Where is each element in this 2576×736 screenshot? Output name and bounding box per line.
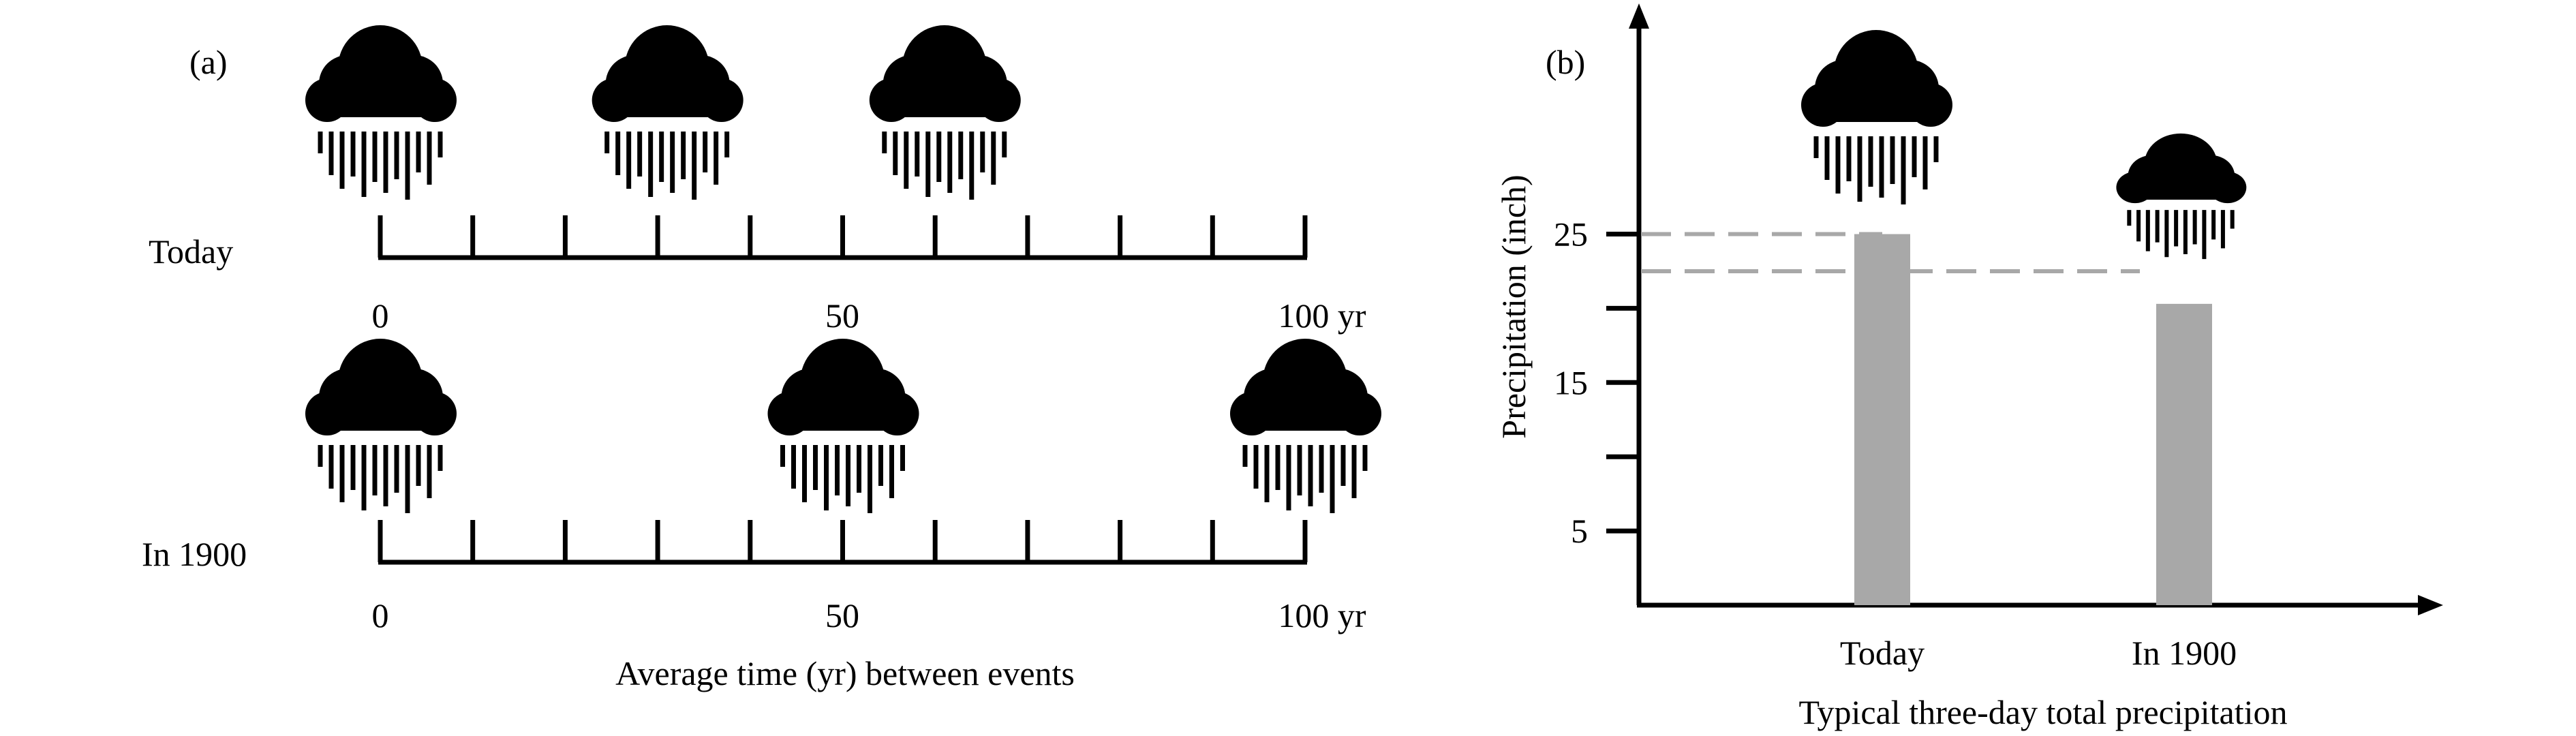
y-tick-label-25: 25 [1554,215,1588,254]
x-axis-arrow [2418,595,2443,615]
panel-b: (b) 5 15 25 Today In 1900 Precipitation (in… [1494,3,2443,731]
row-label-today: Today [149,232,233,271]
bar-in-1900 [2156,303,2212,605]
category-label-today: Today [1840,634,1925,672]
bar-today [1854,234,1910,605]
rain-cloud-icon [1801,30,1952,204]
panel-a-xlabel: Average time (yr) between events [615,654,1075,692]
events-1900 [305,339,1381,513]
timeline-ticks-1900 [378,520,1308,562]
panel-a-label: (a) [189,43,228,81]
category-label-in-1900: In 1900 [2132,634,2237,672]
rain-cloud-icon [2116,134,2246,259]
rain-cloud-icon [592,25,743,200]
timeline-1900: In 1900 0 50 100 yr [142,339,1381,634]
y-tick-label-15: 15 [1554,363,1588,401]
panel-a: (a) Today 0 50 100 yr In 1900 0 50 100 y… [142,25,1381,692]
events-today [305,25,1021,200]
rain-cloud-icon [305,25,457,200]
bar-clouds [1801,30,2246,259]
bars [1854,234,2212,605]
tick-label-1900-100: 100 yr [1278,596,1366,634]
panel-b-label: (b) [1546,43,1585,81]
rain-cloud-icon [870,25,1021,200]
reference-lines [1641,232,2140,273]
tick-label-today-100: 100 yr [1278,296,1366,335]
row-label-1900: In 1900 [142,535,247,573]
category-labels: Today In 1900 [1840,634,2237,672]
y-axis-ticks [1606,232,1639,534]
x-axis-title: Typical three-day total precipitation [1798,693,2287,731]
rain-cloud-icon [1230,339,1381,513]
rain-cloud-icon [768,339,919,513]
timeline-ticks-today [378,215,1308,258]
rain-cloud-icon [305,339,457,513]
tick-label-today-0: 0 [372,296,389,335]
tick-label-1900-50: 50 [825,596,859,634]
y-tick-label-5: 5 [1571,512,1588,550]
tick-label-today-50: 50 [825,296,859,335]
y-axis-arrow [1629,3,1649,29]
timeline-today: Today 0 50 100 yr [149,25,1366,335]
y-axis-label: Precipitation (inch) [1494,174,1533,438]
tick-label-1900-0: 0 [372,596,389,634]
y-axis-tick-labels: 5 15 25 [1554,215,1588,551]
